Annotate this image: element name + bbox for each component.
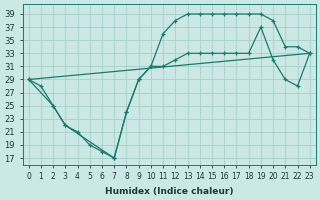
X-axis label: Humidex (Indice chaleur): Humidex (Indice chaleur) xyxy=(105,187,234,196)
